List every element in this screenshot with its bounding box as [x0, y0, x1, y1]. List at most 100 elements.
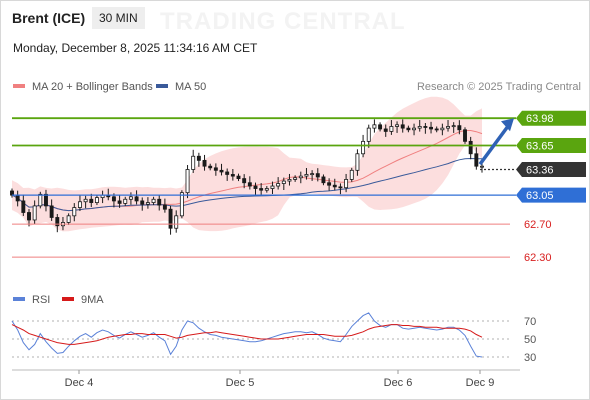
candle-body: [361, 140, 366, 155]
candle-body: [378, 124, 383, 130]
candle-body: [298, 175, 303, 179]
candle-body: [304, 174, 309, 177]
candle-body: [406, 127, 411, 131]
forecast-arrow-head: [501, 118, 514, 132]
rsi-legend-label: RSI: [32, 294, 50, 306]
candle-body: [344, 179, 349, 189]
candle: [21, 194, 26, 216]
candle-body: [49, 205, 54, 218]
candle-body: [264, 188, 269, 191]
level-63-65: 63.65: [12, 138, 586, 153]
candle-body: [400, 124, 405, 129]
candle: [185, 165, 190, 199]
candle: [89, 193, 94, 208]
candle: [395, 121, 400, 133]
candle-body: [349, 169, 354, 180]
candle: [270, 181, 275, 194]
candle-body: [185, 169, 190, 194]
candle: [315, 168, 320, 182]
candle: [355, 149, 360, 176]
candle-body: [417, 126, 422, 129]
rsi-layer: 70 50 30: [11, 312, 536, 364]
candle-body: [196, 155, 201, 161]
candle-body: [287, 179, 292, 182]
candle: [83, 195, 88, 209]
candle-body: [247, 182, 252, 187]
candle: [468, 136, 473, 160]
candle-body: [174, 215, 179, 229]
candle: [242, 174, 247, 189]
candle: [429, 121, 433, 134]
candle-body: [423, 126, 428, 128]
candle: [168, 205, 173, 235]
candle-body: [451, 125, 456, 128]
candle: [247, 176, 252, 190]
candle-body: [15, 194, 20, 202]
candle: [32, 200, 37, 225]
candle-body: [446, 126, 450, 129]
candle: [225, 168, 230, 181]
candle: [423, 122, 428, 134]
candle: [38, 191, 43, 209]
candle: [474, 147, 479, 170]
x-tick-label: Dec 5: [226, 377, 255, 389]
x-axis: Dec 4 Dec 5 Dec 6 Dec 9: [12, 369, 520, 389]
rsi-line: [11, 312, 483, 358]
candle-body: [44, 193, 48, 207]
candle-body: [293, 177, 298, 180]
candle: [383, 124, 388, 137]
candle: [157, 194, 162, 211]
candle-body: [77, 201, 82, 208]
bollinger-band: [12, 96, 482, 232]
candle: [412, 123, 417, 136]
candle: [457, 120, 462, 135]
candle-body: [117, 200, 122, 204]
candle-body: [389, 126, 394, 132]
candle: [281, 177, 286, 191]
candle: [140, 197, 145, 211]
candle-body: [123, 198, 128, 204]
candle: [128, 192, 133, 205]
candle-body: [27, 212, 31, 221]
rsi-tick-label: 30: [524, 352, 536, 364]
candle-body: [94, 197, 99, 203]
candle-body: [208, 165, 213, 169]
candle-body: [372, 124, 377, 129]
candle-body: [32, 205, 37, 221]
resistance-label: 63.65: [526, 141, 554, 153]
candle-body: [83, 198, 88, 203]
candle-body: [151, 198, 156, 203]
candle: [27, 209, 31, 227]
candle-body: [440, 127, 445, 131]
candle-body: [145, 202, 150, 205]
rsi-ma-legend-swatch: [62, 297, 74, 301]
minor-level-label: 62.30: [524, 252, 552, 264]
candle: [434, 126, 439, 133]
candle-body: [429, 126, 433, 130]
rsi-ma-legend-label: 9MA: [81, 294, 104, 306]
candle: [253, 182, 258, 195]
candle-body: [202, 159, 207, 167]
instrument-title: Brent (ICE): [12, 10, 86, 26]
candle: [174, 210, 179, 233]
candle: [123, 196, 128, 206]
candle: [219, 163, 224, 176]
candle-body: [111, 196, 116, 202]
candle: [276, 177, 281, 190]
timeframe-badge[interactable]: 30 MIN: [92, 7, 145, 29]
current-price-label: 63.36: [526, 164, 554, 176]
current-price-tag: [516, 161, 586, 177]
candle-body: [480, 165, 484, 168]
candle-body: [219, 169, 224, 173]
price-layer: [10, 96, 484, 235]
level-63-05: 63.05: [12, 187, 586, 203]
candle-body: [157, 198, 162, 206]
candle: [230, 168, 235, 181]
candle: [451, 122, 456, 133]
x-tick-label: Dec 4: [65, 377, 94, 389]
resistance-tag: [516, 110, 586, 126]
candle: [372, 119, 377, 133]
datetime-label: Monday, December 8, 2025 11:34:16 AM CET: [13, 41, 258, 55]
candle: [77, 195, 82, 212]
